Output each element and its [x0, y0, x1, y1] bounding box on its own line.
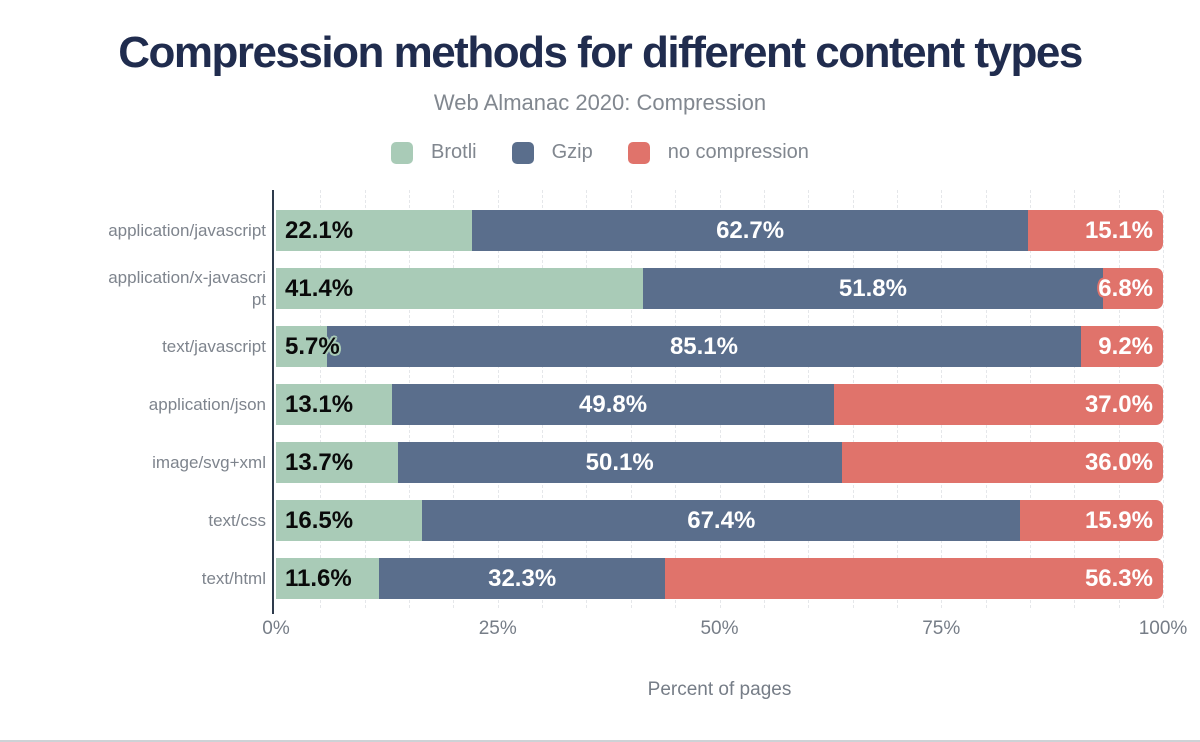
value-label-gzip: 49.8% [579, 390, 648, 418]
category-label: text/javascript [162, 336, 266, 356]
legend-item-brotli: Brotli [391, 141, 477, 164]
value-label-gzip: 32.3% [488, 564, 557, 592]
segment-no-compression [1081, 326, 1163, 367]
bar-row-application-x-javascript: application/x-javascript 41.4% 51.8% 6.8% [0, 260, 1200, 318]
bar-track: 11.6% 32.3% 56.3% [276, 558, 1163, 599]
y-axis-line [272, 190, 274, 614]
category-label: text/html [201, 568, 266, 588]
chart-subtitle: Web Almanac 2020: Compression [433, 90, 767, 115]
gridline [1163, 190, 1164, 608]
value-label-no-compression: 37.0% [1084, 390, 1153, 418]
bar-track: 22.1% 62.7% 15.1% [276, 210, 1163, 251]
legend-swatch-brotli [391, 141, 414, 164]
bar-track: 41.4% 51.8% 6.8% [276, 268, 1163, 309]
value-label-gzip: 67.4% [687, 506, 756, 534]
value-label-brotli: 16.5% [285, 506, 354, 534]
segment-brotli [276, 558, 379, 599]
bar-track: 16.5% 67.4% 15.9% [276, 500, 1163, 541]
segment-gzip [643, 268, 1103, 309]
segment-brotli [276, 210, 473, 251]
value-label-brotli: 5.7% [285, 332, 340, 360]
bar-track: 13.1% 49.8% 37.0% [276, 384, 1163, 425]
category-label: image/svg+xml [152, 452, 266, 472]
plot-area: application/javascript 22.1% 62.7% 15.1% app… [0, 190, 1200, 614]
x-axis-label: Percent of pages [647, 679, 792, 700]
segment-gzip [422, 500, 1021, 541]
segment-gzip [378, 558, 666, 599]
value-label-brotli: 13.7% [285, 448, 354, 476]
legend-swatch-no-compression [627, 141, 650, 164]
bar-row-text-html: text/html 11.6% 32.3% 56.3% [0, 550, 1200, 608]
segment-no-compression [1102, 268, 1163, 309]
bar-row-application-json: application/json 13.1% 49.8% 37.0% [0, 376, 1200, 434]
segment-gzip [472, 210, 1029, 251]
legend-label: no compression [667, 141, 809, 163]
category-label: application/x-javascript [108, 267, 266, 309]
segment-no-compression [833, 384, 1163, 425]
value-label-no-compression: 15.1% [1084, 216, 1153, 244]
segment-no-compression [665, 558, 1163, 599]
segment-gzip [397, 442, 842, 483]
value-label-gzip: 62.7% [716, 216, 785, 244]
x-tick-50: 50% [700, 618, 739, 639]
value-label-brotli: 41.4% [285, 274, 354, 302]
bar-row-application-javascript: application/javascript 22.1% 62.7% 15.1% [0, 202, 1200, 260]
segment-no-compression [1020, 500, 1163, 541]
legend-label: Gzip [551, 141, 593, 163]
value-label-no-compression: 6.8% [1098, 274, 1153, 302]
legend: Brotli Gzip no compression [0, 141, 1200, 164]
value-label-gzip: 51.8% [838, 274, 907, 302]
x-tick-25: 25% [478, 618, 517, 639]
x-tick-0: 0% [262, 618, 290, 639]
bar-row-text-javascript: text/javascript 5.7% 85.1% 9.2% [0, 318, 1200, 376]
category-label: application/javascript [108, 220, 266, 240]
segment-brotli [276, 268, 644, 309]
segment-brotli [276, 384, 393, 425]
bar-row-image-svg-xml: image/svg+xml 13.7% 50.1% 36.0% [0, 434, 1200, 492]
value-label-no-compression: 9.2% [1098, 332, 1153, 360]
segment-gzip [392, 384, 834, 425]
category-label: text/css [208, 510, 266, 530]
value-label-gzip: 50.1% [585, 448, 654, 476]
bottom-border [0, 740, 1200, 742]
bar-track: 13.7% 50.1% 36.0% [276, 442, 1163, 483]
value-label-brotli: 22.1% [285, 216, 354, 244]
x-tick-100: 100% [1138, 618, 1188, 639]
segment-brotli [276, 326, 327, 367]
x-axis-ticks: 0% 25% 50% 75% 100% [262, 618, 1187, 644]
legend-item-no-compression: no compression [627, 141, 809, 164]
legend-label: Brotli [431, 141, 477, 163]
value-label-no-compression: 15.9% [1084, 506, 1153, 534]
value-label-brotli: 13.1% [285, 390, 354, 418]
bar-rows: application/javascript 22.1% 62.7% 15.1% app… [0, 202, 1200, 608]
segment-brotli [276, 442, 398, 483]
bar-track: 5.7% 85.1% 9.2% [276, 326, 1163, 367]
chart-title: Compression methods for different conten… [118, 28, 1083, 77]
segment-brotli [276, 500, 423, 541]
legend-swatch-gzip [511, 141, 534, 164]
segment-no-compression [1028, 210, 1163, 251]
value-label-gzip: 85.1% [669, 332, 738, 360]
legend-item-gzip: Gzip [511, 141, 593, 164]
segment-gzip [326, 326, 1082, 367]
segment-no-compression [841, 442, 1163, 483]
bar-row-text-css: text/css 16.5% 67.4% 15.9% [0, 492, 1200, 550]
x-tick-75: 75% [922, 618, 961, 639]
value-label-brotli: 11.6% [285, 564, 352, 592]
category-label: application/json [148, 394, 266, 414]
value-label-no-compression: 56.3% [1084, 564, 1153, 592]
value-label-no-compression: 36.0% [1084, 448, 1153, 476]
